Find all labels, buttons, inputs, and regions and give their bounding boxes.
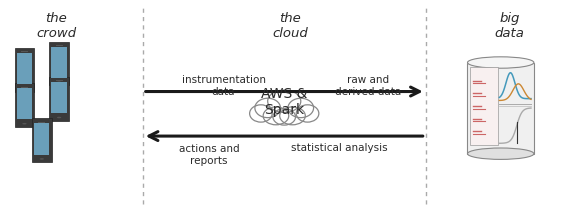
Text: the
crowd: the crowd bbox=[36, 12, 77, 40]
Bar bbox=[17, 88, 32, 119]
Bar bbox=[14, 83, 34, 127]
Bar bbox=[14, 48, 34, 92]
Ellipse shape bbox=[296, 105, 319, 122]
Ellipse shape bbox=[255, 98, 281, 118]
Ellipse shape bbox=[467, 57, 534, 68]
Ellipse shape bbox=[268, 90, 301, 112]
Bar bbox=[56, 45, 63, 46]
Ellipse shape bbox=[22, 123, 27, 125]
Ellipse shape bbox=[22, 88, 27, 89]
Bar bbox=[34, 123, 49, 155]
Ellipse shape bbox=[273, 109, 296, 125]
Ellipse shape bbox=[249, 105, 272, 122]
Bar bbox=[470, 67, 498, 145]
Bar bbox=[56, 80, 63, 81]
Text: raw and
derived data: raw and derived data bbox=[335, 75, 401, 97]
Text: AWS &
Spark: AWS & Spark bbox=[261, 87, 307, 117]
Bar bbox=[52, 47, 67, 78]
Text: statistical analysis: statistical analysis bbox=[291, 143, 387, 153]
Bar bbox=[49, 42, 69, 85]
Bar bbox=[17, 53, 32, 84]
Text: the
cloud: the cloud bbox=[272, 12, 308, 40]
Ellipse shape bbox=[280, 107, 305, 125]
Ellipse shape bbox=[57, 81, 61, 83]
Text: instrumentation
data: instrumentation data bbox=[182, 75, 266, 97]
Text: actions and
reports: actions and reports bbox=[179, 144, 240, 166]
Bar bbox=[21, 51, 28, 52]
Bar bbox=[467, 63, 534, 154]
Bar bbox=[32, 118, 52, 162]
Ellipse shape bbox=[57, 117, 61, 118]
Ellipse shape bbox=[467, 148, 534, 159]
Bar bbox=[52, 82, 67, 113]
Text: big
data: big data bbox=[494, 12, 524, 40]
Ellipse shape bbox=[263, 107, 289, 125]
Bar bbox=[21, 87, 28, 88]
Bar bbox=[38, 122, 45, 123]
Bar bbox=[49, 77, 69, 121]
Ellipse shape bbox=[288, 98, 314, 118]
Ellipse shape bbox=[39, 158, 44, 160]
